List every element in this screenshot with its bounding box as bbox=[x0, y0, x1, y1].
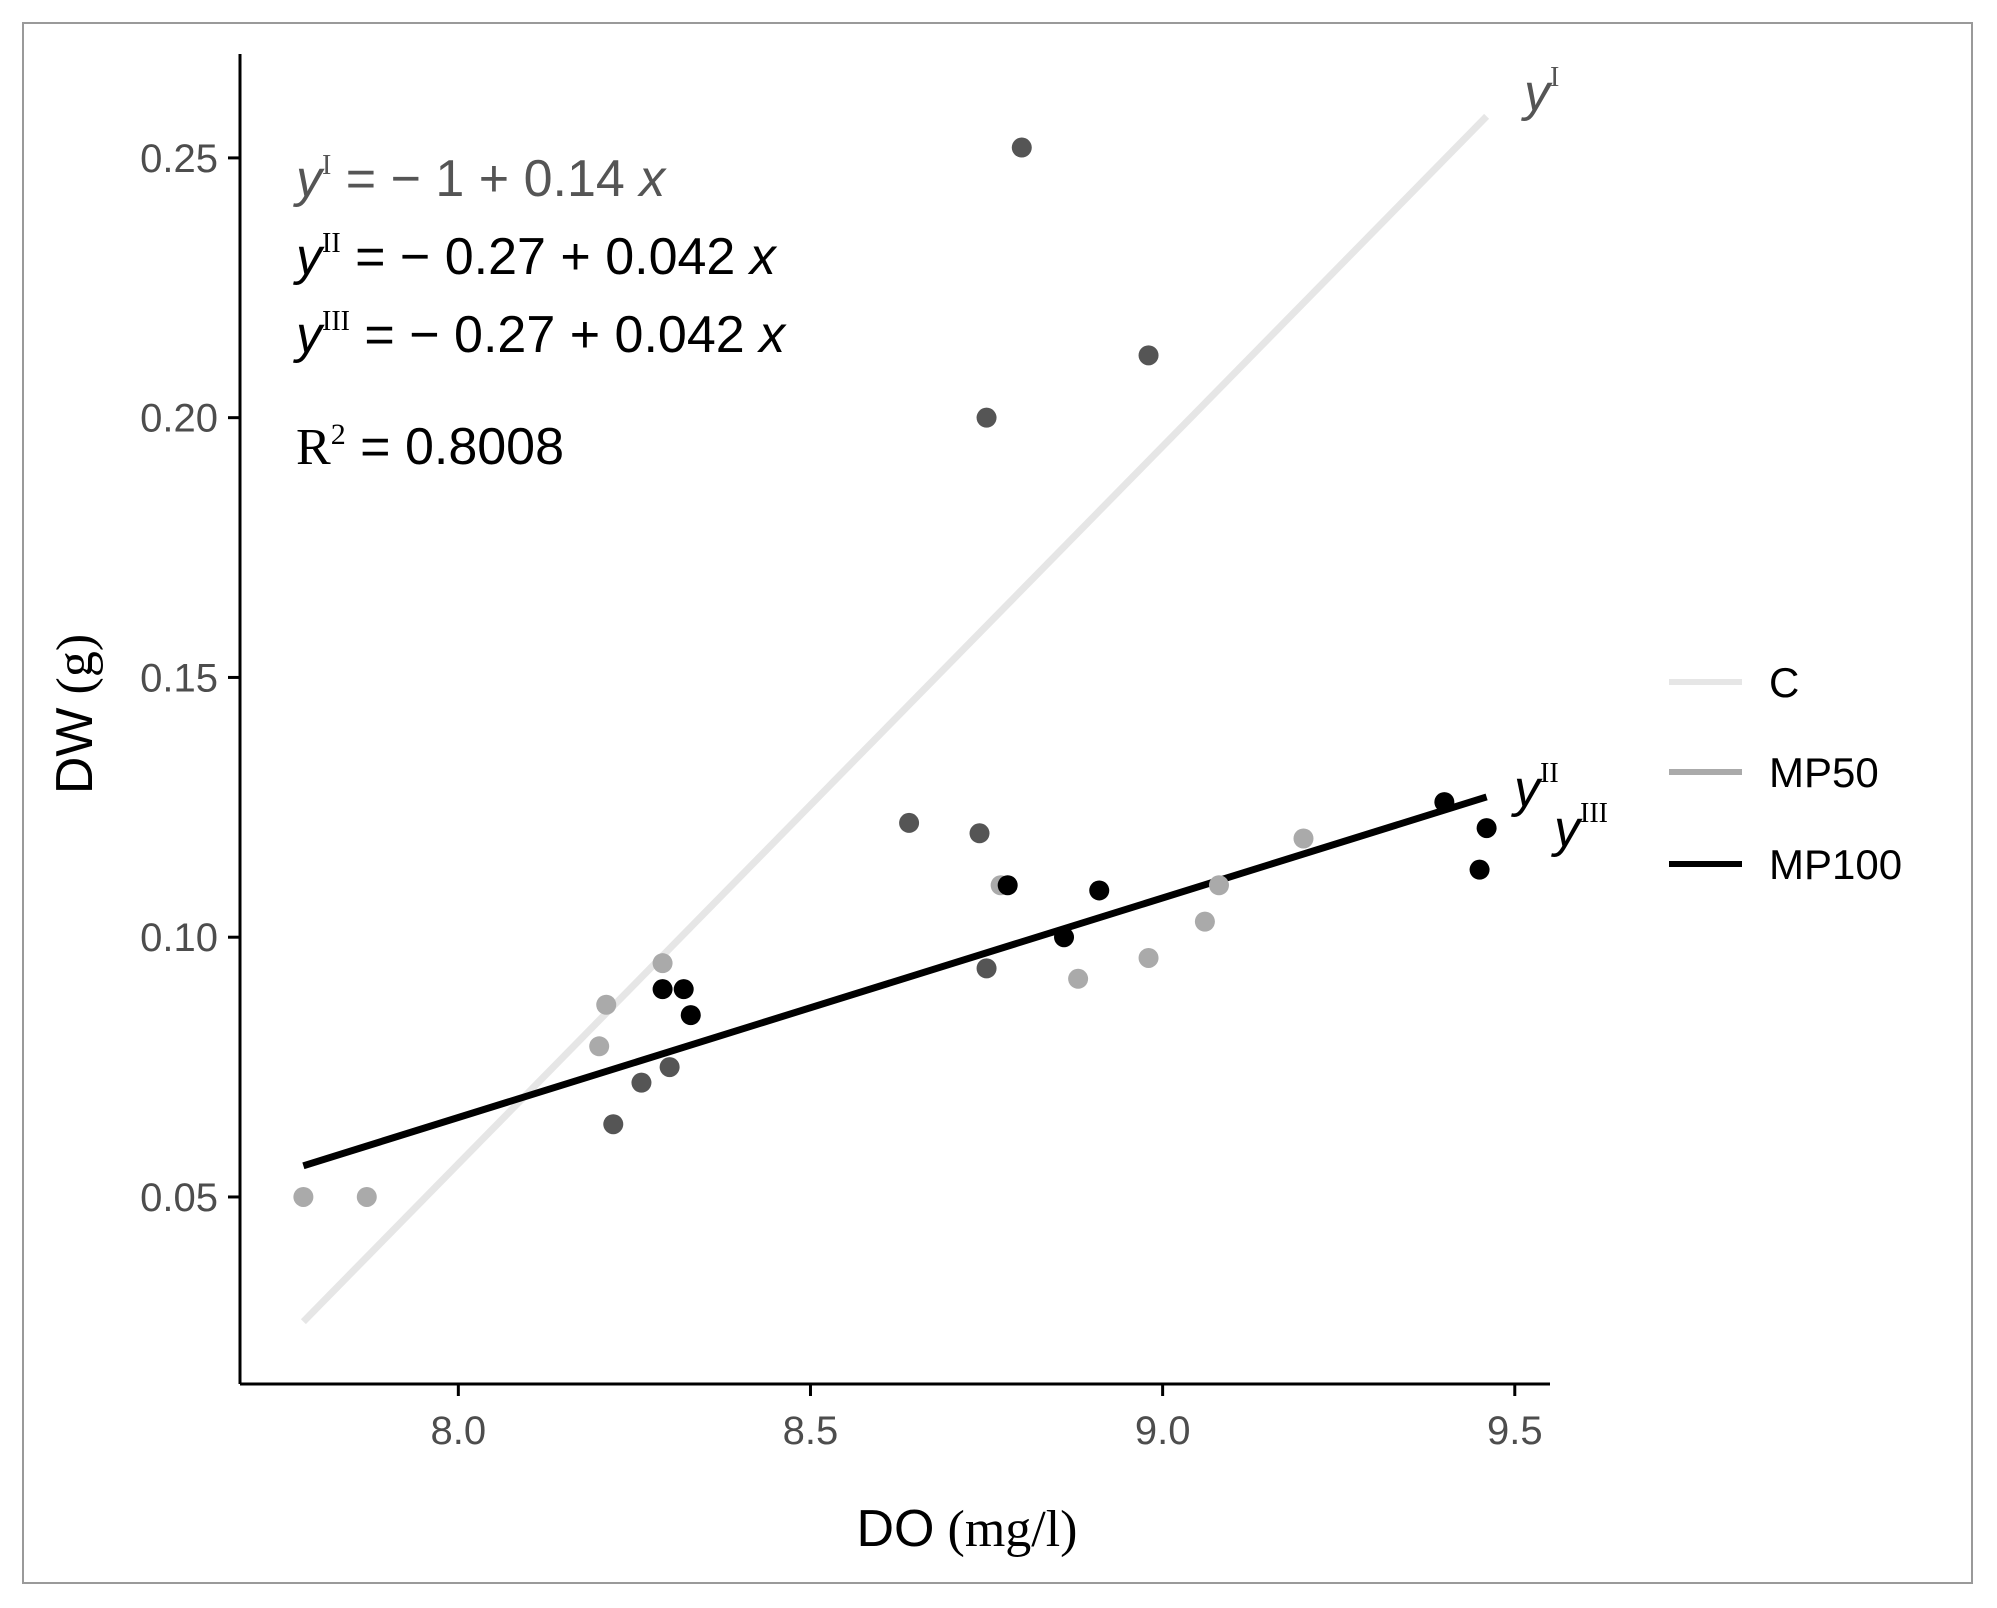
data-point-mp100 bbox=[652, 979, 673, 1000]
data-point-mp100 bbox=[680, 1005, 701, 1026]
line-label-y2: yII bbox=[1511, 758, 1559, 818]
data-point-mp50 bbox=[589, 1036, 610, 1057]
r-squared: R2 = 0.8008 bbox=[296, 418, 564, 476]
data-point-mp100 bbox=[1476, 818, 1497, 839]
x-tick-label: 8.5 bbox=[783, 1409, 839, 1453]
y-axis-title: DW (g) bbox=[46, 634, 104, 794]
data-point-c bbox=[631, 1072, 652, 1093]
data-point-c bbox=[1138, 345, 1159, 366]
data-point-mp50 bbox=[652, 953, 673, 974]
y-tick-label: 0.05 bbox=[140, 1176, 218, 1220]
data-point-mp50 bbox=[1194, 911, 1215, 932]
data-point-mp100 bbox=[673, 979, 694, 1000]
data-point-c bbox=[1011, 137, 1032, 158]
data-point-c bbox=[659, 1057, 680, 1078]
legend: C MP50 MP100 bbox=[1669, 659, 1902, 888]
data-point-c bbox=[899, 812, 920, 833]
data-point-mp50 bbox=[1138, 947, 1159, 968]
fit-lines bbox=[300, 113, 1490, 1325]
scatter-plot: 8.0 8.5 9.0 9.5 0.05 0.10 0.15 0.20 0.25 DO (mg… bbox=[46, 54, 1902, 1558]
fit-line-mp100 bbox=[302, 793, 1488, 1170]
data-point-mp100 bbox=[1054, 927, 1075, 948]
data-point-c bbox=[969, 823, 990, 844]
data-point-mp100 bbox=[1089, 880, 1110, 901]
data-point-mp100 bbox=[1469, 859, 1490, 880]
data-points bbox=[293, 137, 1497, 1207]
y-tick-label: 0.10 bbox=[140, 916, 218, 960]
line-label-y1: yI bbox=[1521, 62, 1559, 122]
data-point-mp100 bbox=[1434, 792, 1455, 813]
data-point-mp50 bbox=[1293, 828, 1314, 849]
y-axis-ticks: 0.05 0.10 0.15 0.20 0.25 bbox=[140, 137, 240, 1220]
fit-line-c bbox=[300, 113, 1490, 1325]
data-point-mp100 bbox=[997, 875, 1018, 896]
equation-y1: yI = − 1 + 0.14 x bbox=[293, 150, 667, 208]
legend-label-c: C bbox=[1769, 659, 1799, 706]
data-point-mp50 bbox=[1208, 875, 1229, 896]
legend-label-mp50: MP50 bbox=[1769, 749, 1879, 796]
x-axis-ticks: 8.0 8.5 9.0 9.5 bbox=[431, 1384, 1543, 1453]
figure-frame: 8.0 8.5 9.0 9.5 0.05 0.10 0.15 0.20 0.25 DO (mg… bbox=[22, 22, 1973, 1584]
y-tick-label: 0.20 bbox=[140, 397, 218, 441]
equation-y3: yIII = − 0.27 + 0.042 x bbox=[293, 306, 787, 364]
data-point-mp50 bbox=[1068, 968, 1089, 989]
x-tick-label: 8.0 bbox=[431, 1409, 487, 1453]
data-point-mp50 bbox=[293, 1186, 314, 1207]
x-tick-label: 9.0 bbox=[1135, 1409, 1191, 1453]
data-point-c bbox=[603, 1114, 624, 1135]
data-point-mp50 bbox=[596, 994, 617, 1015]
data-point-c bbox=[976, 958, 997, 979]
data-point-mp50 bbox=[356, 1186, 377, 1207]
data-point-c bbox=[976, 407, 997, 428]
legend-label-mp100: MP100 bbox=[1769, 841, 1902, 888]
x-axis-title: DO (mg/l) bbox=[857, 1500, 1078, 1558]
y-tick-label: 0.25 bbox=[140, 137, 218, 181]
equation-y2: yII = − 0.27 + 0.042 x bbox=[293, 228, 778, 286]
line-label-y3: yIII bbox=[1551, 798, 1608, 858]
y-tick-label: 0.15 bbox=[140, 656, 218, 700]
x-tick-label: 9.5 bbox=[1487, 1409, 1543, 1453]
